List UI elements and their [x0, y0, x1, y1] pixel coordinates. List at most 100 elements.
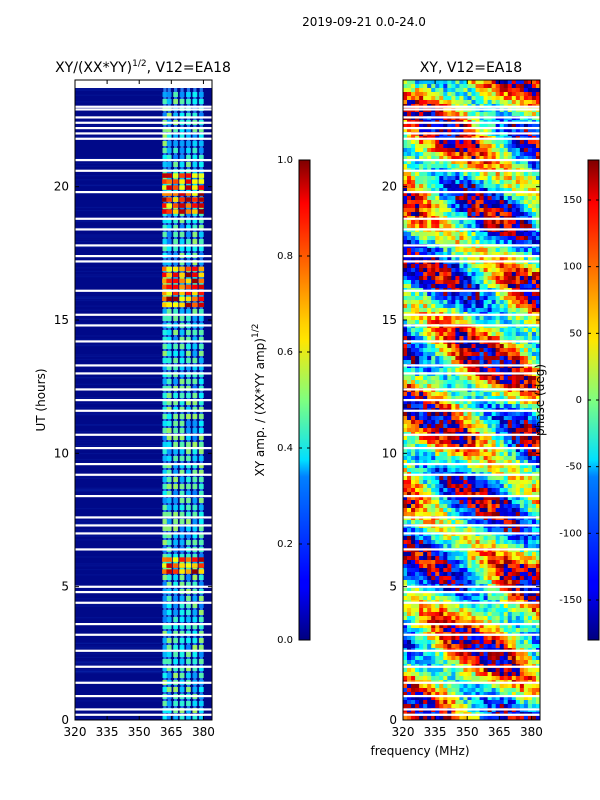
phase-cell — [431, 224, 436, 229]
amplitude-high-cell — [172, 197, 179, 202]
phase-cell — [447, 512, 452, 517]
phase-cell — [499, 476, 505, 481]
phase-cell — [531, 264, 537, 269]
phase-cell — [443, 200, 448, 205]
amplitude-cell — [179, 512, 185, 517]
amplitude-cell — [162, 687, 168, 692]
phase-cell — [495, 276, 501, 281]
phase-cell — [495, 492, 501, 497]
phase-cell — [515, 180, 521, 185]
phase-cell — [483, 84, 489, 89]
phase-cell — [467, 424, 472, 429]
phase-cell — [463, 144, 468, 149]
amplitude-high-cell — [172, 272, 179, 278]
phase-cell — [447, 200, 452, 205]
phase-cell — [427, 356, 432, 361]
phase-cell — [479, 404, 484, 409]
phase-cell — [499, 424, 505, 429]
phase-cell — [475, 348, 480, 353]
amplitude-texture — [75, 662, 163, 664]
phase-cell — [403, 520, 408, 525]
amplitude-cell — [179, 477, 185, 482]
phase-cell — [491, 512, 497, 517]
phase-cell — [431, 544, 436, 549]
amplitude-cell — [173, 127, 179, 132]
phase-cell — [483, 296, 489, 301]
phase-cell — [495, 504, 501, 509]
phase-cell — [411, 200, 416, 205]
phase-cell — [427, 96, 432, 101]
phase-cell — [459, 500, 464, 505]
amplitude-high-cell — [198, 209, 205, 214]
amplitude-texture — [75, 397, 163, 399]
amplitude-texture — [75, 520, 163, 522]
phase-cell — [411, 220, 416, 225]
phase-cell — [439, 344, 444, 349]
phase-cell — [503, 240, 509, 245]
phase-cell — [427, 352, 432, 357]
amplitude-high-cell — [179, 296, 185, 302]
phase-cell — [527, 544, 533, 549]
amplitude-cell — [186, 498, 191, 503]
phase-cell — [507, 344, 513, 349]
phase-cell — [507, 112, 513, 117]
phase-cell — [503, 80, 509, 85]
phase-cell — [407, 148, 412, 153]
phase-cell — [411, 456, 416, 461]
phase-cell — [455, 80, 460, 85]
phase-cell — [519, 224, 525, 229]
phase-cell — [523, 192, 529, 197]
phase-cell — [419, 208, 424, 213]
phase-cell — [467, 188, 472, 193]
phase-cell — [431, 268, 436, 273]
phase-cell — [519, 156, 525, 161]
phase-cell — [535, 456, 540, 461]
amplitude-cell — [192, 505, 198, 510]
phase-cell — [463, 296, 468, 301]
phase-cell — [435, 272, 440, 277]
phase-cell — [471, 320, 476, 325]
phase-cell — [471, 256, 476, 261]
phase-cell — [419, 508, 424, 513]
phase-cell — [411, 404, 416, 409]
phase-cell — [407, 392, 412, 397]
phase-cell — [463, 336, 468, 341]
amplitude-cell — [192, 176, 198, 181]
amplitude-cell — [162, 659, 168, 664]
phase-cell — [475, 456, 480, 461]
phase-cell — [419, 84, 424, 89]
amplitude-cell — [166, 631, 172, 636]
phase-cell — [535, 356, 540, 361]
phase-cell — [535, 400, 540, 405]
phase-cell — [531, 112, 537, 117]
amplitude-cell — [166, 498, 172, 503]
phase-cell — [439, 140, 444, 145]
phase-cell — [535, 496, 540, 501]
phase-cell — [403, 328, 408, 333]
amplitude-high-cell — [172, 203, 179, 208]
phase-cell — [495, 500, 501, 505]
amplitude-cell — [186, 645, 191, 650]
phase-cell — [507, 284, 513, 289]
phase-cell — [419, 256, 424, 261]
phase-cell — [507, 296, 513, 301]
phase-cell — [491, 436, 497, 441]
phase-cell — [443, 292, 448, 297]
phase-cell — [487, 544, 493, 549]
phase-cell — [415, 540, 420, 545]
phase-cell — [519, 232, 525, 237]
phase-cell — [411, 256, 416, 261]
phase-cell — [463, 428, 468, 433]
phase-cell — [415, 272, 420, 277]
phase-cell — [475, 88, 480, 93]
phase-cell — [471, 392, 476, 397]
phase-cell — [419, 144, 424, 149]
phase-cell — [503, 476, 509, 481]
phase-cell — [515, 460, 521, 465]
phase-cell — [503, 500, 509, 505]
amplitude-texture — [75, 444, 163, 446]
phase-cell — [499, 236, 505, 241]
phase-cell — [407, 176, 412, 181]
phase-cell — [507, 92, 513, 97]
phase-cell — [463, 256, 468, 261]
